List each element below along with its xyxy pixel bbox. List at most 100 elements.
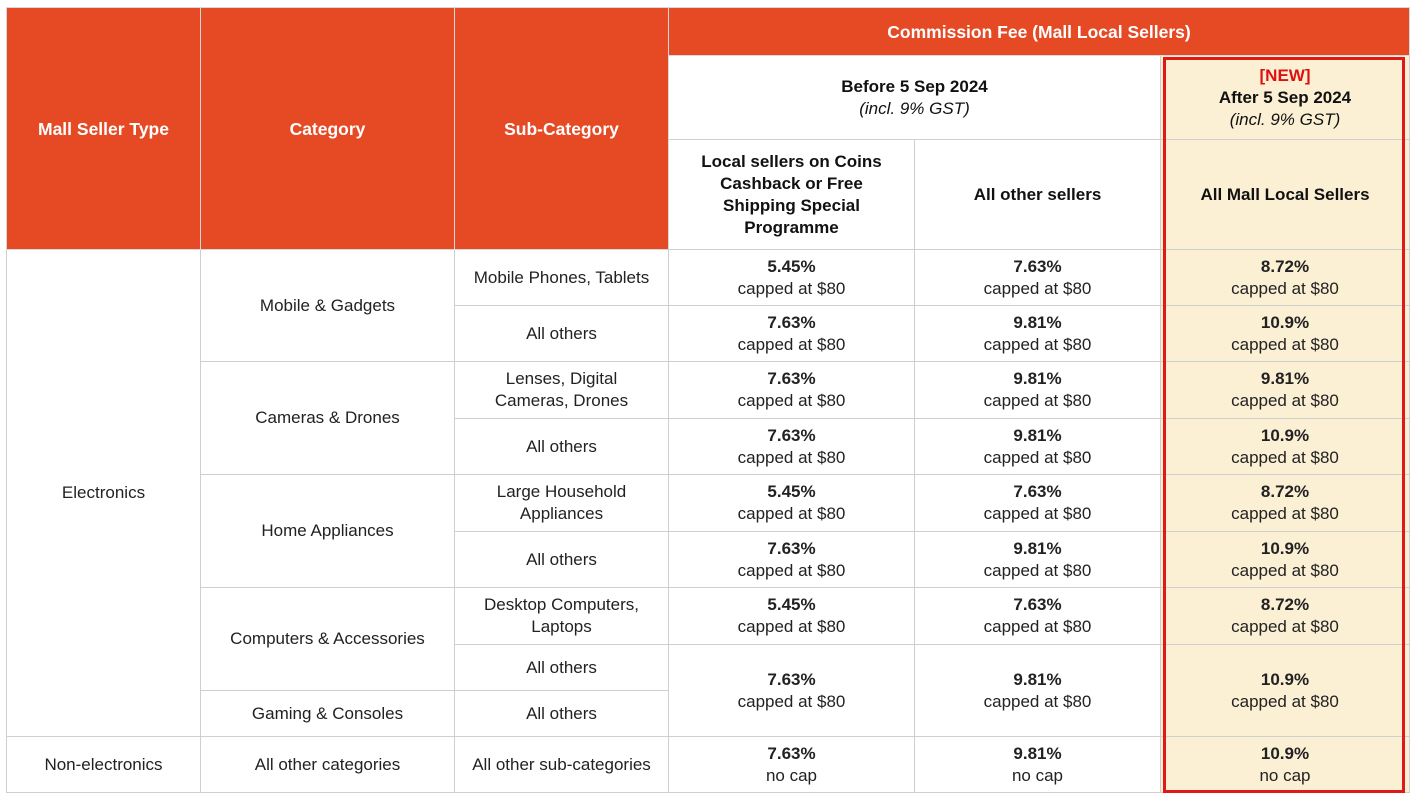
coins-fee-cell: 5.45% capped at $80 [668, 474, 915, 532]
header-sub-category: Sub-Category [454, 7, 669, 250]
other-fee-cell: 9.81% capped at $80 [914, 305, 1161, 362]
fee-rate: 7.63% [767, 369, 816, 388]
fee-rate: 10.9% [1260, 669, 1310, 689]
fee-cap: no cap [1259, 765, 1311, 785]
fee-cap: capped at $80 [1231, 504, 1339, 523]
after-fee-cell: 10.9% capped at $80 [1160, 305, 1410, 362]
after-fee-cell: 8.72% capped at $80 [1160, 249, 1410, 306]
category-mobile-gadgets: Mobile & Gadgets [200, 249, 455, 362]
after-fee-cell: 10.9% capped at $80 [1160, 644, 1410, 737]
header-after-period: [NEW] After 5 Sep 2024 (incl. 9% GST) [1160, 55, 1410, 140]
category-cameras-drones: Cameras & Drones [200, 361, 455, 475]
fee-rate: 9.81% [1260, 369, 1310, 388]
coins-fee-cell: 7.63% capped at $80 [668, 644, 915, 737]
sub-category-cell: Desktop Computers, Laptops [454, 587, 669, 645]
after-title: After 5 Sep 2024 [1218, 87, 1352, 107]
fee-rate: 10.9% [1260, 312, 1310, 332]
group-electronics: Electronics [6, 249, 201, 737]
fee-cap: capped at $80 [1231, 560, 1339, 580]
header-mall-seller-type: Mall Seller Type [6, 7, 201, 250]
header-category: Category [200, 7, 455, 250]
category-computers-accessories: Computers & Accessories [200, 587, 455, 691]
after-note: (incl. 9% GST) [1229, 109, 1341, 129]
after-fee-cell: 10.9% capped at $80 [1160, 418, 1410, 475]
coins-fee-cell: 5.45% capped at $80 [668, 587, 915, 645]
fee-cap: capped at $80 [1231, 617, 1339, 636]
other-fee-cell: 7.63% capped at $80 [914, 249, 1161, 306]
fee-rate: 7.63% [767, 538, 816, 558]
fee-rate: 7.63% [767, 743, 816, 763]
coins-fee-cell: 7.63% capped at $80 [668, 361, 915, 419]
fee-cap: capped at $80 [983, 334, 1092, 354]
fee-cap: no cap [765, 765, 818, 785]
fee-rate: 7.63% [1013, 256, 1062, 276]
other-fee-cell: 7.63% capped at $80 [914, 474, 1161, 532]
fee-rate: 9.81% [1013, 743, 1062, 763]
fee-rate: 9.81% [1013, 312, 1062, 332]
fee-rate: 9.81% [1013, 538, 1062, 558]
fee-cap: capped at $80 [983, 504, 1092, 523]
coins-fee-cell: 5.45% capped at $80 [668, 249, 915, 306]
fee-cap: capped at $80 [1231, 691, 1339, 711]
commission-table-wrapper: Mall Seller Type Category Sub-Category C… [6, 7, 1410, 793]
coins-fee-cell: 7.63% capped at $80 [668, 305, 915, 362]
fee-cap: capped at $80 [737, 447, 846, 467]
fee-cap: capped at $80 [737, 504, 846, 523]
fee-rate: 9.81% [1013, 369, 1062, 388]
fee-cap: capped at $80 [1231, 278, 1339, 298]
fee-rate: 5.45% [767, 595, 816, 614]
before-title: Before 5 Sep 2024 [841, 76, 988, 96]
sub-category-cell: All others [454, 305, 669, 362]
fee-cap: capped at $80 [737, 617, 846, 636]
sub-category-cell: All others [454, 690, 669, 737]
fee-rate: 9.81% [1013, 669, 1062, 689]
after-fee-cell: 8.72% capped at $80 [1160, 587, 1410, 645]
fee-rate: 5.45% [767, 256, 816, 276]
other-fee-cell: 9.81% capped at $80 [914, 418, 1161, 475]
table-row: Electronics Mobile & Gadgets Mobile Phon… [6, 249, 1410, 737]
sub-category-cell: All others [454, 531, 669, 588]
coins-fee-cell: 7.63% capped at $80 [668, 418, 915, 475]
fee-cap: capped at $80 [737, 391, 846, 410]
fee-rate: 9.81% [1013, 425, 1062, 445]
fee-cap: capped at $80 [983, 391, 1092, 410]
category-home-appliances: Home Appliances [200, 474, 455, 588]
group-non-electronics: Non-electronics [6, 736, 201, 793]
sub-category-cell: Large Household Appliances [454, 474, 669, 532]
table-row: All others 7.63% capped at $80 9.81% cappe… [7, 305, 1410, 362]
table-row: All others 7.63% capped at $80 9.81% cappe… [7, 531, 1410, 588]
fee-cap: no cap [1011, 765, 1064, 785]
header-before-period: Before 5 Sep 2024 (incl. 9% GST) [668, 55, 1161, 140]
header-all-mall-local-sellers: All Mall Local Sellers [1160, 139, 1410, 250]
other-fee-cell: 9.81% capped at $80 [914, 644, 1161, 737]
fee-cap: capped at $80 [1231, 447, 1339, 467]
after-fee-cell: 10.9% capped at $80 [1160, 531, 1410, 588]
fee-cap: capped at $80 [983, 278, 1092, 298]
other-fee-cell: 9.81% capped at $80 [914, 531, 1161, 588]
fee-cap: capped at $80 [983, 691, 1092, 711]
header-all-other-sellers: All other sellers [914, 139, 1161, 250]
fee-rate: 7.63% [1013, 595, 1062, 614]
fee-cap: capped at $80 [983, 447, 1092, 467]
sub-category-cell: All others [454, 644, 669, 691]
other-fee-cell: 7.63% capped at $80 [914, 587, 1161, 645]
category-gaming-consoles: Gaming & Consoles [200, 690, 455, 737]
table-row: Computers & Accessories Desktop Computer… [7, 587, 1410, 691]
after-fee-cell: 9.81% capped at $80 [1160, 361, 1410, 419]
table-row: Cameras & Drones Lenses, Digital Cameras… [7, 361, 1410, 475]
after-fee-cell: 10.9% no cap [1160, 736, 1410, 793]
fee-rate: 8.72% [1260, 482, 1310, 501]
fee-cap: capped at $80 [1231, 334, 1339, 354]
fee-rate: 7.63% [767, 312, 816, 332]
header-row-2: Before 5 Sep 2024 (incl. 9% GST) [NEW] A… [7, 55, 1410, 140]
fee-cap: capped at $80 [737, 560, 846, 580]
fee-rate: 7.63% [767, 425, 816, 445]
coins-fee-cell: 7.63% no cap [668, 736, 915, 793]
fee-rate: 8.72% [1260, 256, 1310, 276]
table-row: All others 7.63% capped at $80 9.81% cappe… [7, 418, 1410, 475]
header-row-3: Local sellers on Coins Cashback or Free … [7, 139, 1410, 250]
other-fee-cell: 9.81% no cap [914, 736, 1161, 793]
header-row-1: Mall Seller Type Category Sub-Category C… [6, 7, 1410, 250]
fee-cap: capped at $80 [737, 691, 846, 711]
fee-cap: capped at $80 [737, 278, 846, 298]
